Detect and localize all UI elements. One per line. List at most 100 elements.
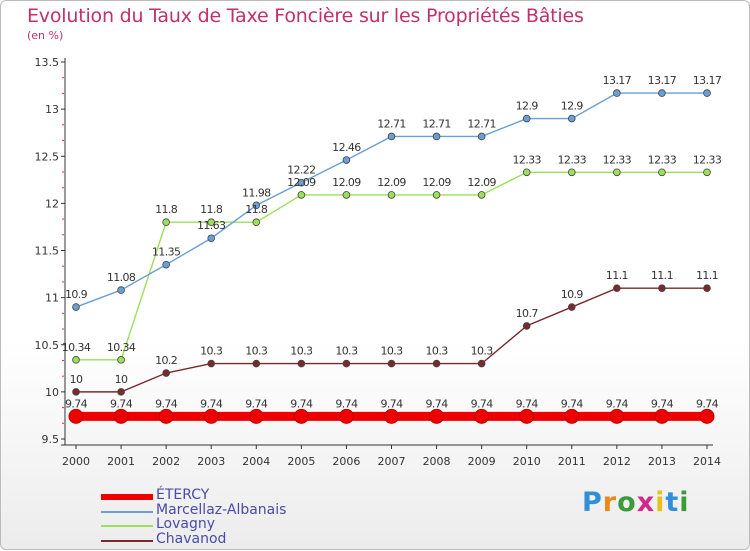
data-label-etercy: 9.74 bbox=[335, 397, 358, 410]
legend-label-marcellaz-albanais: Marcellaz-Albanais bbox=[156, 502, 287, 518]
y-tick-label: 12 bbox=[45, 197, 59, 210]
logo-letter: P bbox=[582, 487, 603, 518]
data-point-etercy bbox=[293, 408, 309, 424]
data-label-chavanod: 10.3 bbox=[426, 345, 449, 358]
data-label-etercy: 9.74 bbox=[155, 397, 178, 410]
data-label-marcellaz-albanais: 10.9 bbox=[65, 288, 88, 301]
data-label-marcellaz-albanais: 12.22 bbox=[287, 164, 316, 177]
data-label-etercy: 9.74 bbox=[516, 397, 539, 410]
data-point-lovagny bbox=[387, 191, 396, 199]
data-point-marcellaz-albanais bbox=[297, 178, 306, 187]
legend-swatch-lovagny bbox=[101, 525, 153, 527]
data-point-marcellaz-albanais bbox=[522, 114, 531, 123]
data-point-chavanod bbox=[342, 359, 351, 368]
legend-label-lovagny: Lovagny bbox=[156, 516, 216, 532]
data-label-marcellaz-albanais: 11.98 bbox=[242, 186, 271, 199]
data-point-marcellaz-albanais bbox=[162, 260, 170, 269]
data-label-etercy: 9.74 bbox=[200, 397, 223, 410]
data-point-etercy bbox=[564, 408, 580, 424]
data-point-lovagny bbox=[162, 218, 170, 227]
data-label-marcellaz-albanais: 13.17 bbox=[603, 74, 632, 87]
data-label-etercy: 9.74 bbox=[606, 397, 629, 410]
data-label-marcellaz-albanais: 12.71 bbox=[422, 117, 451, 130]
data-label-lovagny: 12.33 bbox=[558, 153, 587, 166]
data-label-marcellaz-albanais: 12.9 bbox=[516, 100, 539, 113]
x-tick-label: 2002 bbox=[152, 455, 180, 468]
data-point-lovagny bbox=[252, 218, 261, 227]
x-tick-label: 2003 bbox=[197, 455, 225, 468]
data-point-chavanod bbox=[72, 388, 80, 396]
data-point-etercy bbox=[474, 408, 490, 424]
data-label-chavanod: 11.1 bbox=[606, 269, 628, 282]
data-point-lovagny bbox=[522, 168, 531, 177]
data-label-etercy: 9.74 bbox=[696, 397, 719, 410]
data-point-chavanod bbox=[387, 359, 396, 368]
legend-label-etercy: ÉTERCY bbox=[156, 487, 210, 503]
data-point-lovagny bbox=[703, 168, 711, 177]
data-point-etercy bbox=[248, 408, 264, 424]
x-tick-label: 2011 bbox=[558, 455, 586, 468]
data-label-lovagny: 12.09 bbox=[422, 176, 451, 189]
data-label-etercy: 9.74 bbox=[380, 397, 403, 410]
data-point-etercy bbox=[429, 408, 445, 424]
data-label-etercy: 9.74 bbox=[245, 397, 268, 410]
data-point-chavanod bbox=[117, 388, 125, 396]
x-tick-label: 2010 bbox=[513, 455, 541, 468]
data-point-chavanod bbox=[207, 359, 216, 368]
data-point-lovagny bbox=[567, 168, 576, 177]
logo-letter: i bbox=[679, 487, 690, 518]
data-label-lovagny: 11.8 bbox=[245, 203, 268, 216]
data-label-marcellaz-albanais: 12.46 bbox=[332, 141, 361, 154]
data-label-chavanod: 10.3 bbox=[335, 345, 358, 358]
data-point-marcellaz-albanais bbox=[703, 89, 711, 97]
data-point-lovagny bbox=[432, 191, 441, 199]
data-label-chavanod: 10.9 bbox=[561, 288, 584, 301]
logo-letter: i bbox=[655, 487, 666, 518]
data-point-chavanod bbox=[162, 369, 170, 377]
data-point-etercy bbox=[654, 408, 670, 424]
data-label-marcellaz-albanais: 13.17 bbox=[693, 74, 722, 87]
data-point-lovagny bbox=[207, 218, 216, 227]
data-point-lovagny bbox=[342, 191, 351, 199]
data-point-marcellaz-albanais bbox=[658, 89, 666, 97]
x-tick-label: 2012 bbox=[603, 455, 631, 468]
data-label-chavanod: 10 bbox=[70, 373, 83, 386]
data-label-chavanod: 10.3 bbox=[290, 345, 313, 358]
data-point-chavanod bbox=[703, 284, 711, 293]
data-point-lovagny bbox=[658, 168, 666, 177]
data-label-etercy: 9.74 bbox=[426, 397, 449, 410]
data-label-lovagny: 10.34 bbox=[62, 341, 91, 354]
data-label-chavanod: 10.3 bbox=[245, 345, 268, 358]
data-point-lovagny bbox=[613, 168, 621, 177]
x-tick-label: 2014 bbox=[693, 455, 721, 468]
data-label-chavanod: 10.3 bbox=[471, 345, 494, 358]
data-point-lovagny bbox=[477, 191, 486, 199]
x-tick-label: 2004 bbox=[242, 455, 270, 468]
x-tick-label: 2005 bbox=[287, 455, 315, 468]
data-point-etercy bbox=[338, 408, 354, 424]
x-tick-label: 2006 bbox=[332, 455, 360, 468]
data-label-lovagny: 10.34 bbox=[107, 341, 136, 354]
y-tick-label: 10.5 bbox=[35, 339, 60, 352]
data-point-chavanod bbox=[252, 359, 261, 368]
data-label-marcellaz-albanais: 11.08 bbox=[107, 271, 136, 284]
data-point-etercy bbox=[113, 408, 129, 424]
logo-letter: o bbox=[617, 487, 637, 518]
data-label-etercy: 9.74 bbox=[110, 397, 133, 410]
data-point-lovagny bbox=[72, 356, 80, 364]
data-label-lovagny: 12.33 bbox=[693, 153, 722, 166]
data-point-chavanod bbox=[522, 322, 531, 330]
y-tick-label: 9.5 bbox=[42, 433, 60, 446]
data-point-chavanod bbox=[613, 284, 621, 293]
data-label-etercy: 9.74 bbox=[561, 397, 584, 410]
data-label-lovagny: 12.09 bbox=[467, 176, 496, 189]
data-point-marcellaz-albanais bbox=[432, 132, 441, 141]
proxiti-logo: Proxiti bbox=[582, 487, 690, 518]
data-point-chavanod bbox=[477, 359, 486, 368]
data-label-chavanod: 10.3 bbox=[200, 345, 223, 358]
legend-swatch-etercy bbox=[101, 494, 153, 500]
legend-swatch-chavanod bbox=[101, 540, 153, 542]
data-label-lovagny: 11.8 bbox=[200, 203, 223, 216]
data-point-marcellaz-albanais bbox=[72, 303, 80, 311]
data-label-marcellaz-albanais: 12.71 bbox=[467, 117, 496, 130]
